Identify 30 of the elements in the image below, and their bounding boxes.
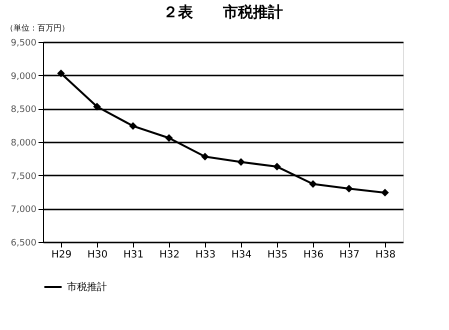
point <box>309 180 317 188</box>
point <box>381 188 389 197</box>
y-tick-label: 8,500 <box>10 105 37 116</box>
chart-title: ２表 市税推計 <box>163 3 283 21</box>
x-tick-label: H30 <box>87 250 108 260</box>
x-tick-label: H35 <box>267 250 288 260</box>
point <box>165 134 173 142</box>
x-tick-label: H34 <box>231 250 252 260</box>
x-tick-label: H36 <box>303 250 324 260</box>
point <box>273 162 281 171</box>
y-tick-label: 9,000 <box>10 72 37 82</box>
x-tick-label: H32 <box>159 250 180 260</box>
x-tick-label: H31 <box>123 250 144 260</box>
x-tick-label: H38 <box>375 250 396 260</box>
legend-label: 市税推計 <box>67 281 107 293</box>
point <box>237 158 245 166</box>
x-tick-label: H33 <box>195 250 216 260</box>
y-tick-label: 6,500 <box>10 238 37 248</box>
y-axis-title: （単位：百万円） <box>6 24 70 32</box>
point <box>57 69 65 78</box>
y-tick-label: 7,000 <box>10 205 37 216</box>
y-tick-label: 7,500 <box>10 172 37 182</box>
x-tick-label: H29 <box>51 250 72 260</box>
point <box>201 152 209 161</box>
point <box>345 184 353 193</box>
x-tick-label: H37 <box>339 250 360 260</box>
y-tick-label: 8,000 <box>10 138 37 148</box>
point <box>93 102 101 111</box>
y-tick-label: 9,500 <box>10 38 37 48</box>
point <box>129 122 137 130</box>
